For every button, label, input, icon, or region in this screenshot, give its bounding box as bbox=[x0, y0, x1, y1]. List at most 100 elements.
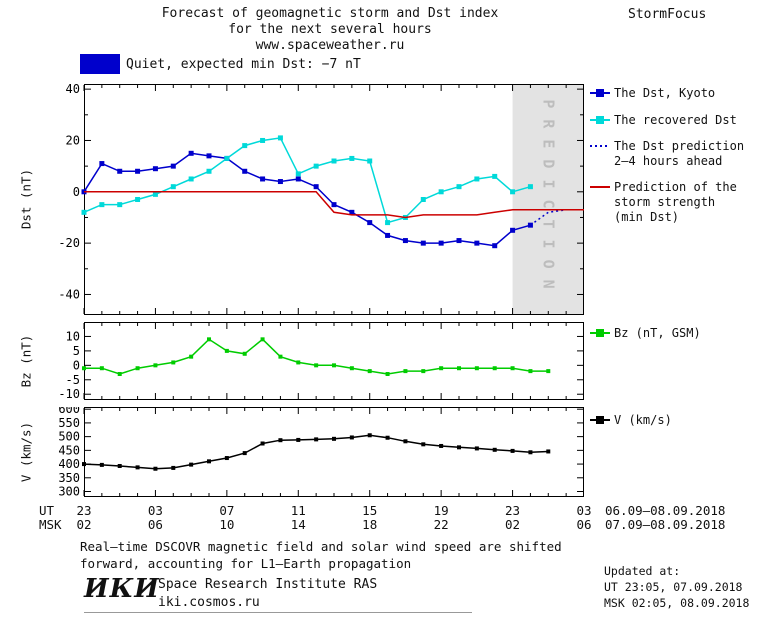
x-tick-label: 23 bbox=[76, 503, 92, 518]
series-marker bbox=[135, 465, 140, 470]
dst-kyoto-marker-icon bbox=[590, 87, 610, 100]
series-marker bbox=[402, 238, 408, 244]
series-marker bbox=[421, 369, 426, 374]
x-tick-label: 02 bbox=[76, 517, 92, 532]
series-marker bbox=[331, 158, 337, 164]
series-marker bbox=[421, 442, 426, 447]
y-tick-label: 550 bbox=[58, 416, 80, 430]
x-tick-label: 18 bbox=[362, 517, 378, 532]
y-tick-label: 40 bbox=[66, 84, 80, 96]
x-tick-label: 06 bbox=[147, 517, 163, 532]
series-marker bbox=[492, 447, 497, 452]
y-tick-label: 450 bbox=[58, 443, 80, 457]
footnote: Real—time DSCOVR magnetic field and sola… bbox=[80, 538, 562, 572]
series-marker bbox=[349, 366, 354, 371]
series-marker bbox=[117, 372, 122, 376]
x-tick-label: 23 bbox=[505, 503, 521, 518]
series-marker bbox=[474, 176, 480, 182]
iki-site-link[interactable]: iki.cosmos.ru bbox=[158, 595, 260, 610]
dst-prediction-marker-icon bbox=[590, 140, 610, 153]
x-tick-label: 11 bbox=[290, 503, 306, 518]
quiet-status-swatch bbox=[80, 54, 120, 74]
legend-dst-prediction-label: The Dst prediction 2—4 hours ahead bbox=[614, 139, 745, 168]
series-marker bbox=[296, 360, 301, 365]
page-header: Forecast of geomagnetic storm and Dst in… bbox=[80, 6, 580, 54]
series-marker bbox=[117, 168, 123, 174]
series-marker bbox=[296, 437, 301, 442]
series-marker bbox=[349, 155, 355, 161]
series-marker bbox=[153, 466, 158, 471]
series-marker bbox=[170, 184, 176, 190]
series-marker bbox=[260, 137, 266, 143]
series-marker bbox=[260, 337, 265, 342]
recovered-dst-marker-icon bbox=[590, 114, 610, 127]
page-title: Forecast of geomagnetic storm and Dst in… bbox=[161, 6, 499, 21]
series-marker bbox=[438, 240, 444, 246]
series-marker bbox=[82, 462, 86, 467]
series-marker bbox=[367, 433, 372, 438]
series-marker bbox=[474, 446, 479, 451]
x-tick-label: 06 bbox=[576, 517, 592, 532]
series-marker bbox=[277, 179, 283, 185]
series-marker bbox=[260, 441, 265, 446]
footnote-line1: Real—time DSCOVR magnetic field and sola… bbox=[80, 539, 562, 554]
y-tick-label: 350 bbox=[58, 471, 80, 485]
x-axis-msk-row: MSK 07.09—08.09.2018 02 06 10 14 18 22 02 06 bbox=[39, 517, 760, 532]
series-marker bbox=[439, 443, 444, 448]
series-marker bbox=[295, 176, 301, 182]
prediction-band-label: PREDICTION bbox=[539, 99, 557, 299]
site-link[interactable]: www.spaceweather.ru bbox=[255, 38, 405, 53]
ut-date-range: 06.09—08.09.2018 bbox=[605, 503, 726, 518]
iki-logo: ИКИ bbox=[84, 574, 160, 604]
y-tick-label: 300 bbox=[58, 485, 80, 497]
x-tick-label: 03 bbox=[147, 503, 163, 518]
series-marker bbox=[135, 366, 140, 371]
series-marker bbox=[349, 209, 355, 215]
y-tick-label: 0 bbox=[73, 185, 80, 199]
dst-chart: PREDICTION -40 -20 0 20 40 bbox=[58, 84, 584, 315]
y-tick-label: 5 bbox=[73, 344, 80, 358]
series-marker bbox=[152, 166, 158, 172]
legend-storm-strength: Prediction of the storm strength (min Ds… bbox=[590, 180, 737, 225]
series-marker bbox=[207, 337, 211, 342]
series-line bbox=[529, 209, 584, 226]
y-tick-label: 400 bbox=[58, 457, 80, 471]
series-marker bbox=[385, 435, 390, 440]
footnote-line2: forward, accounting for L1—Earth propaga… bbox=[80, 556, 412, 571]
series-marker bbox=[242, 168, 248, 174]
series-marker bbox=[510, 448, 515, 453]
x-axis-ut-row: UT 06.09—08.09.2018 23 03 07 11 15 19 23 03 bbox=[39, 503, 760, 518]
series-marker bbox=[277, 135, 283, 141]
series-marker bbox=[207, 459, 211, 464]
series-marker bbox=[99, 366, 104, 371]
series-marker bbox=[403, 369, 408, 374]
series-marker bbox=[456, 184, 462, 190]
series-marker bbox=[528, 450, 533, 455]
updated-ut: UT 23:05, 07.09.2018 bbox=[604, 580, 743, 594]
series-line bbox=[84, 191, 584, 219]
y-tick-label: 600 bbox=[58, 407, 80, 416]
series-marker bbox=[313, 163, 319, 169]
y-tick-label: 0 bbox=[73, 358, 80, 372]
series-marker bbox=[385, 220, 391, 226]
page-subtitle: for the next several hours bbox=[228, 22, 432, 37]
series-marker bbox=[153, 363, 158, 368]
series-marker bbox=[510, 189, 516, 195]
series-marker bbox=[528, 369, 533, 374]
chart-area: PREDICTION -40 -20 0 20 40 -10 -5 0 5 10 300 350 40… bbox=[39, 84, 760, 536]
updated-label: Updated at: bbox=[604, 564, 681, 578]
series-marker bbox=[224, 155, 230, 161]
series-marker bbox=[474, 366, 479, 371]
updated-block: Updated at: UT 23:05, 07.09.2018 MSK 02:… bbox=[604, 563, 749, 611]
series-marker bbox=[331, 202, 337, 208]
series-marker bbox=[81, 209, 87, 215]
v-marker-icon bbox=[590, 414, 610, 427]
bottom-divider bbox=[84, 612, 472, 613]
series-marker bbox=[332, 363, 336, 368]
series-marker bbox=[189, 354, 194, 359]
series-marker bbox=[117, 202, 123, 208]
x-tick-label: 22 bbox=[433, 517, 449, 532]
series-marker bbox=[457, 445, 461, 450]
